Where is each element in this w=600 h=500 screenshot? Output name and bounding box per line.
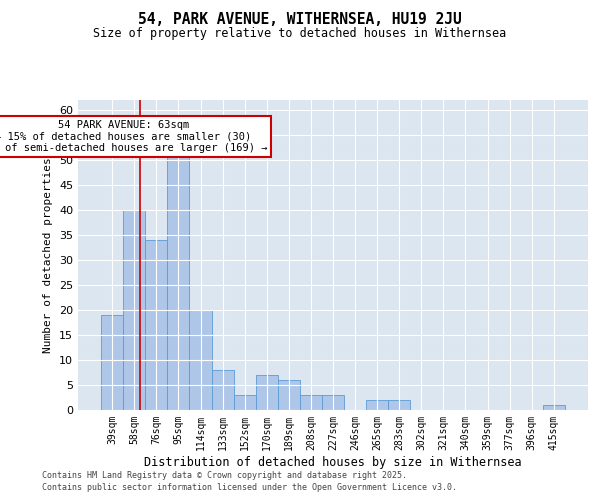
Bar [145, 240, 167, 410]
Text: 54, PARK AVENUE, WITHERNSEA, HU19 2JU: 54, PARK AVENUE, WITHERNSEA, HU19 2JU [138, 12, 462, 28]
Bar [233, 395, 256, 410]
Bar [322, 395, 344, 410]
Bar [388, 400, 410, 410]
Bar [212, 370, 233, 410]
Y-axis label: Number of detached properties: Number of detached properties [43, 157, 53, 353]
Bar [167, 155, 190, 410]
Bar [543, 405, 565, 410]
X-axis label: Distribution of detached houses by size in Withernsea: Distribution of detached houses by size … [144, 456, 522, 468]
Text: Contains HM Land Registry data © Crown copyright and database right 2025.: Contains HM Land Registry data © Crown c… [42, 471, 407, 480]
Bar [190, 310, 212, 410]
Text: 54 PARK AVENUE: 63sqm
← 15% of detached houses are smaller (30)
84% of semi-deta: 54 PARK AVENUE: 63sqm ← 15% of detached … [0, 120, 267, 153]
Bar [101, 315, 123, 410]
Bar [123, 210, 145, 410]
Bar [366, 400, 388, 410]
Bar [256, 375, 278, 410]
Bar [278, 380, 300, 410]
Text: Contains public sector information licensed under the Open Government Licence v3: Contains public sector information licen… [42, 484, 457, 492]
Bar [300, 395, 322, 410]
Text: Size of property relative to detached houses in Withernsea: Size of property relative to detached ho… [94, 28, 506, 40]
